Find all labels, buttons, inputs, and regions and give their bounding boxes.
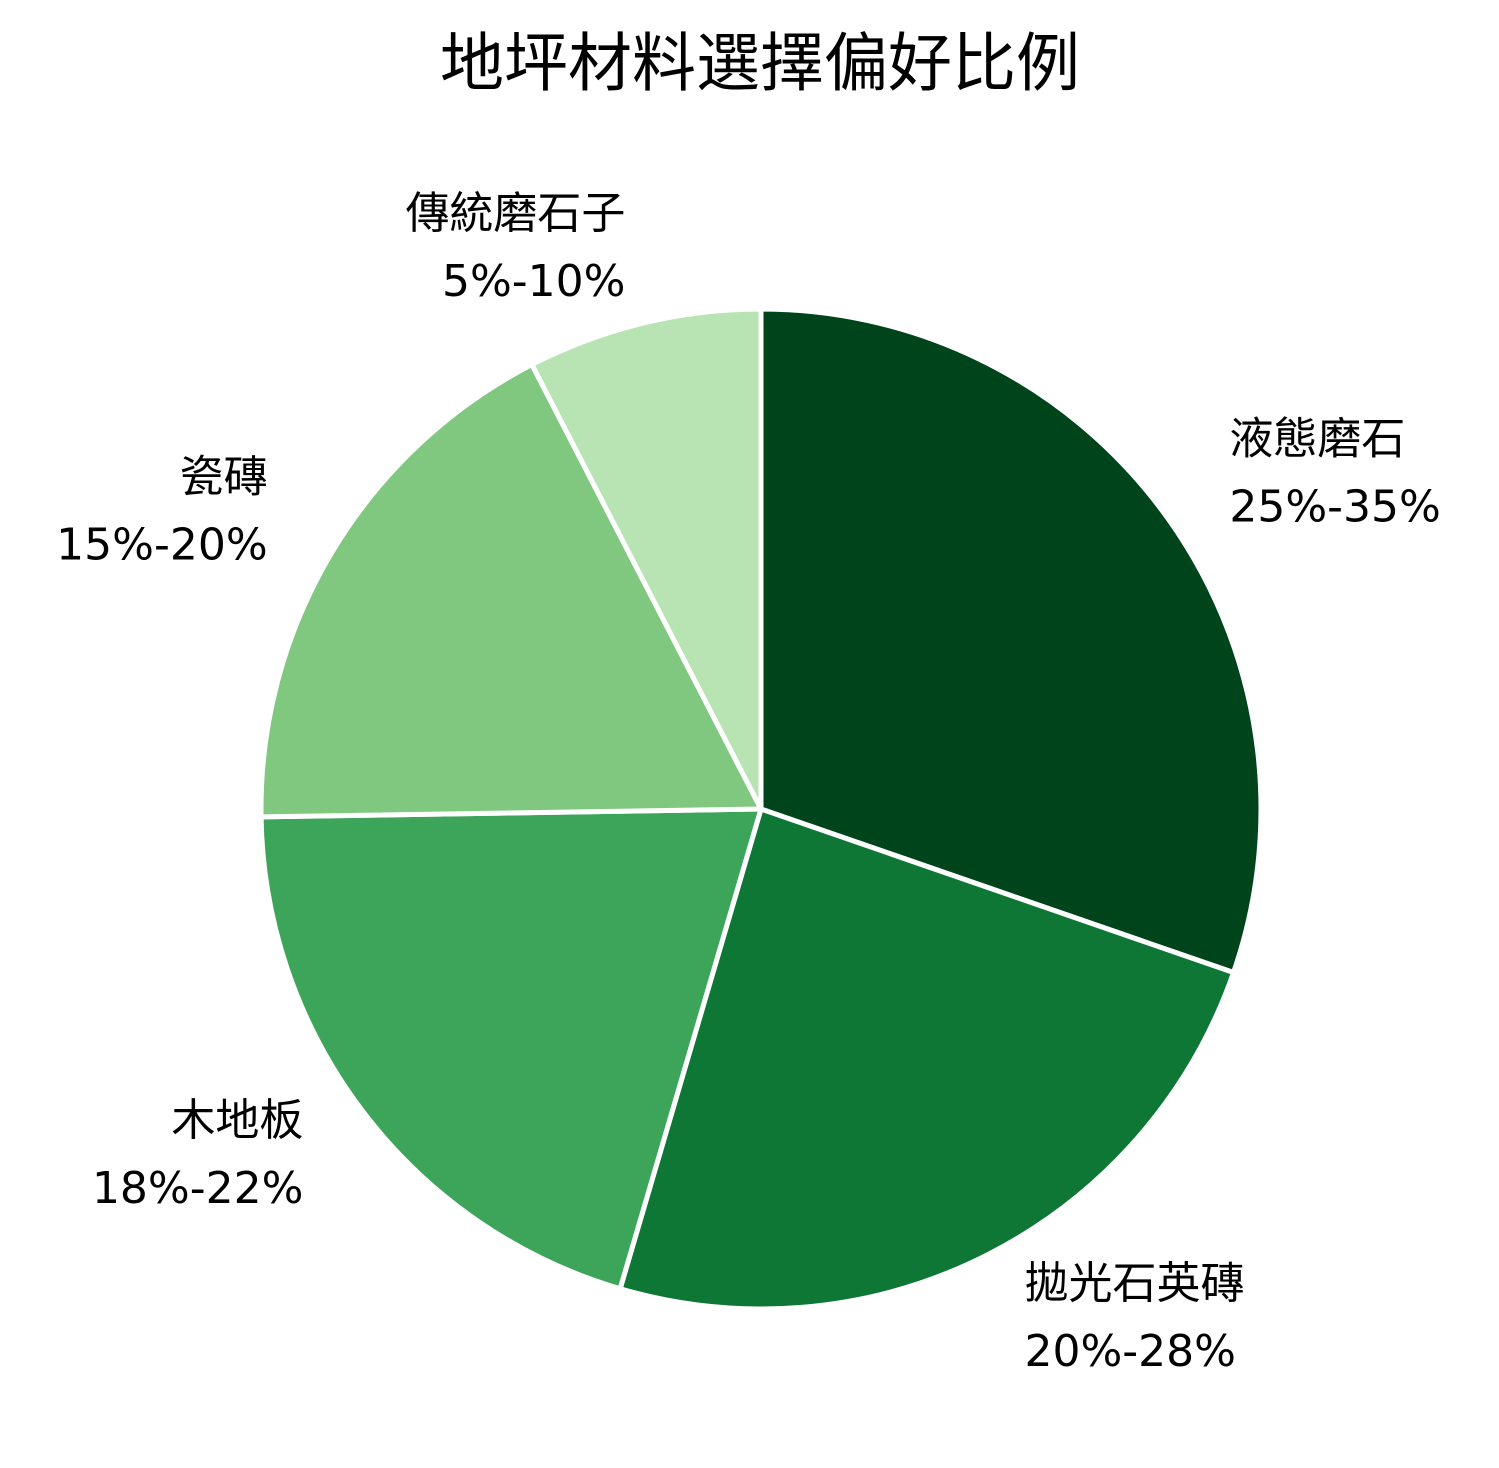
slice-value-label: 18%-22% [92, 1163, 303, 1214]
slice-value-label: 15%-20% [56, 520, 267, 571]
slice-label: 傳統磨石子 [405, 188, 625, 239]
slice-value-label: 25%-35% [1229, 481, 1440, 532]
pie-slice [258, 362, 764, 820]
pie-slice [617, 806, 1236, 1312]
slice-value-label: 5%-10% [442, 256, 625, 307]
slice-value-label: 20%-28% [1024, 1326, 1235, 1377]
slice-label: 液態磨石 [1229, 413, 1405, 464]
slice-label: 瓷磚 [180, 452, 268, 503]
pie-slice [529, 306, 764, 812]
chart-title: 地坪材料選擇偏好比例 [440, 28, 1080, 102]
slice-label: 木地板 [171, 1095, 303, 1146]
pie-slice [258, 806, 764, 1292]
pie-slice [758, 306, 1264, 976]
slice-label: 拋光石英磚 [1024, 1258, 1244, 1309]
